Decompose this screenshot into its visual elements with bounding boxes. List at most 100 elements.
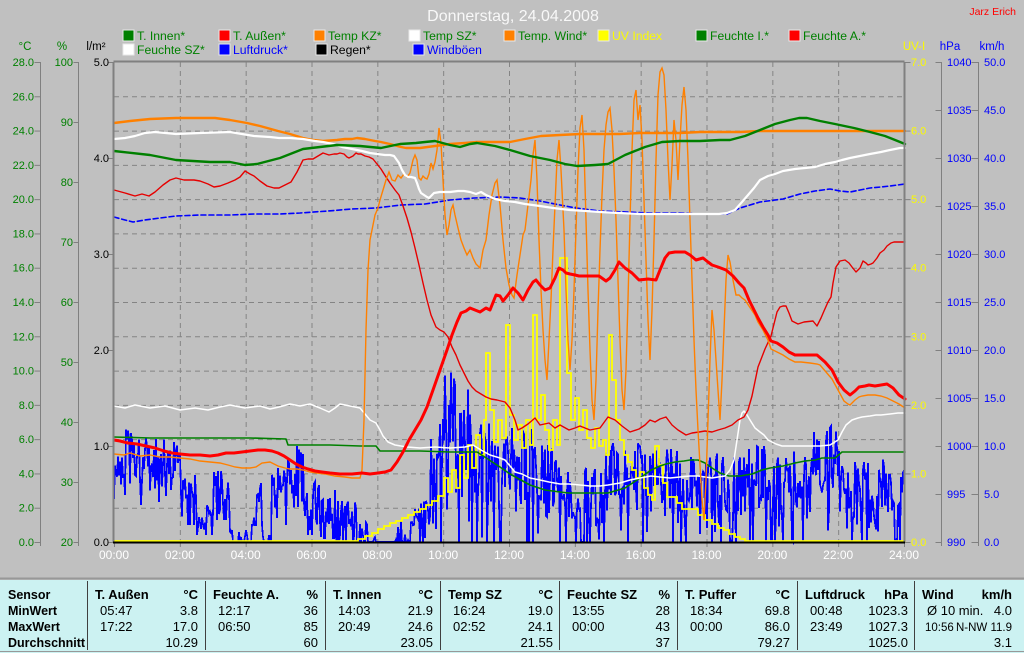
svg-text:990: 990 — [947, 537, 965, 549]
svg-text:1035: 1035 — [947, 105, 971, 117]
svg-text:15.0: 15.0 — [984, 393, 1005, 405]
svg-text:%: % — [306, 587, 318, 602]
svg-text:°C: °C — [418, 587, 433, 602]
svg-text:1010: 1010 — [947, 345, 971, 357]
svg-text:02:52: 02:52 — [453, 619, 486, 634]
svg-text:0.0: 0.0 — [984, 537, 999, 549]
svg-text:24.1: 24.1 — [528, 619, 553, 634]
svg-text:20.0: 20.0 — [13, 194, 34, 206]
svg-text:4.0: 4.0 — [94, 153, 109, 165]
svg-text:13:55: 13:55 — [572, 603, 605, 618]
svg-text:18:00: 18:00 — [691, 548, 721, 562]
svg-text:00:00: 00:00 — [99, 548, 129, 562]
svg-text:10.0: 10.0 — [13, 366, 34, 378]
svg-text:UV Index: UV Index — [612, 29, 662, 43]
svg-text:69.8: 69.8 — [765, 603, 790, 618]
svg-text:Temp SZ: Temp SZ — [448, 587, 502, 602]
svg-text:24:00: 24:00 — [889, 548, 919, 562]
svg-text:23.05: 23.05 — [400, 635, 433, 650]
svg-text:MaxWert: MaxWert — [8, 620, 61, 634]
svg-text:20:49: 20:49 — [338, 619, 371, 634]
svg-text:5.0: 5.0 — [911, 194, 926, 206]
svg-text:4.0: 4.0 — [994, 603, 1012, 618]
svg-text:0.0: 0.0 — [19, 537, 34, 549]
svg-text:0.0: 0.0 — [94, 537, 109, 549]
svg-text:l/m²: l/m² — [86, 41, 105, 53]
svg-text:60: 60 — [61, 297, 73, 309]
svg-text:00:00: 00:00 — [572, 619, 605, 634]
svg-text:1.0: 1.0 — [911, 468, 926, 480]
svg-text:T. Außen: T. Außen — [95, 587, 149, 602]
svg-text:2.0: 2.0 — [94, 345, 109, 357]
svg-text:Luftdruck: Luftdruck — [805, 587, 866, 602]
svg-text:50: 50 — [61, 357, 73, 369]
svg-text:Temp SZ*: Temp SZ* — [423, 29, 477, 43]
svg-text:2.0: 2.0 — [911, 400, 926, 412]
svg-text:°C: °C — [183, 587, 198, 602]
svg-text:60: 60 — [304, 635, 318, 650]
svg-text:°C: °C — [538, 587, 553, 602]
svg-text:Donnerstag, 24.04.2008: Donnerstag, 24.04.2008 — [427, 8, 599, 25]
svg-text:km/h: km/h — [982, 587, 1012, 602]
svg-text:04:00: 04:00 — [231, 548, 261, 562]
svg-text:14:03: 14:03 — [338, 603, 371, 618]
svg-text:T. Außen*: T. Außen* — [233, 29, 286, 43]
svg-text:85: 85 — [304, 619, 318, 634]
svg-text:1040: 1040 — [947, 57, 971, 69]
svg-text:12:17: 12:17 — [218, 603, 251, 618]
svg-text:28.0: 28.0 — [13, 57, 34, 69]
svg-text:T. Innen: T. Innen — [333, 587, 381, 602]
svg-text:T. Puffer: T. Puffer — [685, 587, 736, 602]
svg-text:Feuchte A.*: Feuchte A.* — [803, 29, 866, 43]
svg-text:18.0: 18.0 — [13, 228, 34, 240]
svg-text:40: 40 — [61, 417, 73, 429]
svg-text:1027.3: 1027.3 — [868, 619, 908, 634]
svg-text:Temp. Wind*: Temp. Wind* — [518, 29, 587, 43]
svg-text:28: 28 — [656, 603, 670, 618]
svg-text:05:47: 05:47 — [100, 603, 133, 618]
svg-text:Wind: Wind — [922, 587, 954, 602]
svg-text:Feuchte I.*: Feuchte I.* — [710, 29, 769, 43]
svg-text:14:00: 14:00 — [560, 548, 590, 562]
svg-text:%: % — [658, 587, 670, 602]
svg-text:MinWert: MinWert — [8, 604, 58, 618]
svg-text:T. Innen*: T. Innen* — [137, 29, 185, 43]
svg-text:16.0: 16.0 — [13, 263, 34, 275]
svg-text:1025: 1025 — [947, 201, 971, 213]
svg-text:3.0: 3.0 — [911, 331, 926, 343]
svg-text:12.0: 12.0 — [13, 331, 34, 343]
svg-text:90: 90 — [61, 117, 73, 129]
svg-text:79.27: 79.27 — [757, 635, 790, 650]
svg-text:16:24: 16:24 — [453, 603, 486, 618]
svg-text:2.0: 2.0 — [19, 503, 34, 515]
svg-text:1005: 1005 — [947, 393, 971, 405]
svg-text:37: 37 — [656, 635, 670, 650]
svg-text:10.0: 10.0 — [984, 441, 1005, 453]
svg-text:Feuchte SZ*: Feuchte SZ* — [137, 43, 205, 57]
svg-text:Jarz Erich: Jarz Erich — [969, 6, 1016, 18]
svg-text:1020: 1020 — [947, 249, 971, 261]
svg-text:°C: °C — [775, 587, 790, 602]
svg-text:Durchschnitt: Durchschnitt — [8, 636, 86, 650]
svg-text:4.0: 4.0 — [19, 468, 34, 480]
svg-text:1015: 1015 — [947, 297, 971, 309]
svg-text:17.0: 17.0 — [173, 619, 198, 634]
svg-text:06:50: 06:50 — [218, 619, 251, 634]
svg-text:Luftdruck*: Luftdruck* — [233, 43, 288, 57]
svg-text:995: 995 — [947, 489, 965, 501]
svg-text:16:00: 16:00 — [626, 548, 656, 562]
svg-text:1.0: 1.0 — [94, 441, 109, 453]
svg-text:12:00: 12:00 — [494, 548, 524, 562]
svg-text:22:00: 22:00 — [823, 548, 853, 562]
svg-text:Temp KZ*: Temp KZ* — [328, 29, 382, 43]
svg-text:10:00: 10:00 — [428, 548, 458, 562]
svg-text:21.55: 21.55 — [520, 635, 553, 650]
svg-text:24.0: 24.0 — [13, 126, 34, 138]
svg-text:30.0: 30.0 — [984, 249, 1005, 261]
svg-text:40.0: 40.0 — [984, 153, 1005, 165]
svg-text:08:00: 08:00 — [362, 548, 392, 562]
svg-text:Feuchte SZ: Feuchte SZ — [567, 587, 637, 602]
svg-text:22.0: 22.0 — [13, 160, 34, 172]
svg-text:1030: 1030 — [947, 153, 971, 165]
svg-text:80: 80 — [61, 177, 73, 189]
